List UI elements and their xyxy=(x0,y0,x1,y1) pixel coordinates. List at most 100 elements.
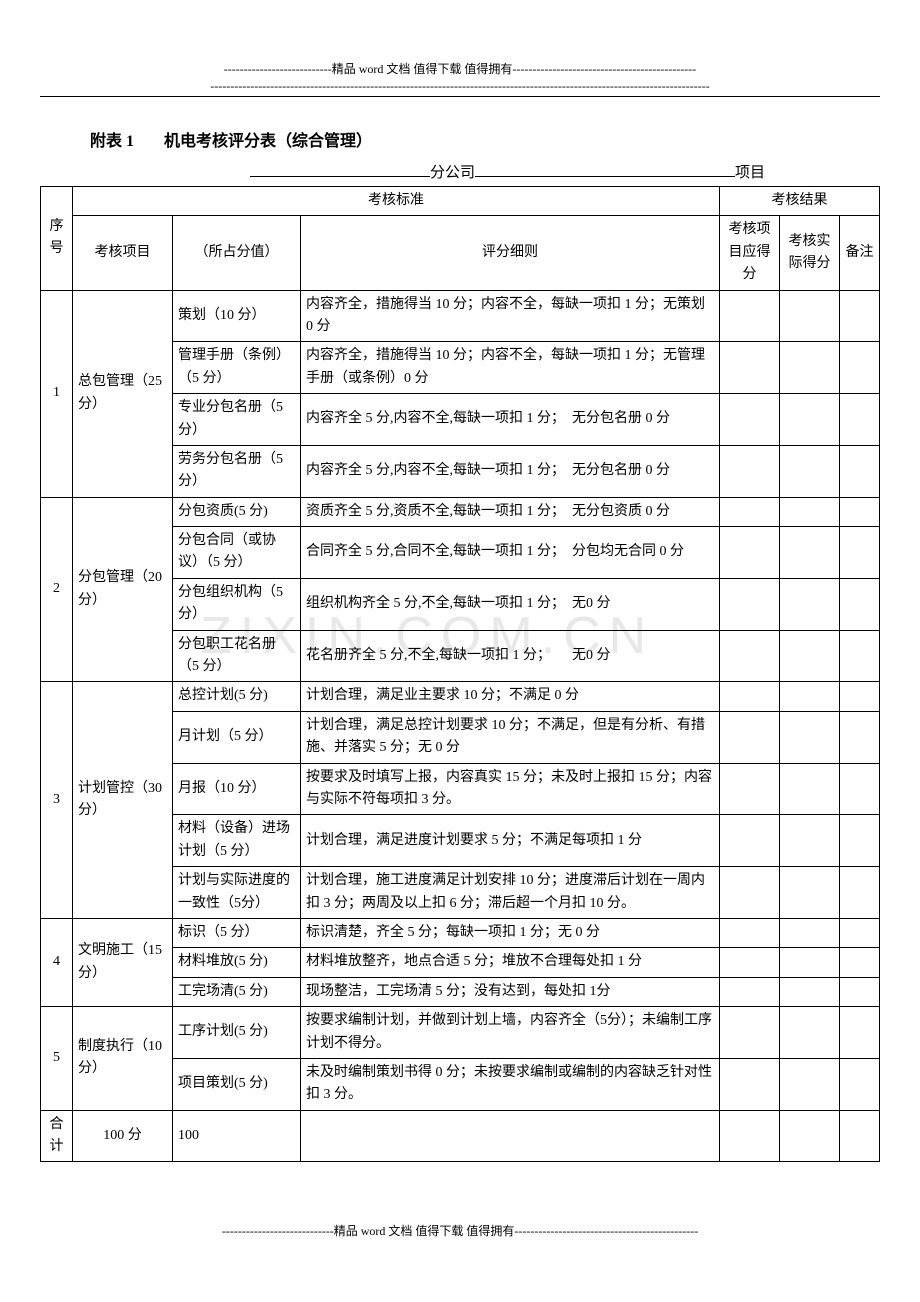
cell-actual xyxy=(779,394,839,446)
th-actual: 考核实际得分 xyxy=(779,216,839,290)
cell-remark xyxy=(839,867,879,919)
cell-rule: 合同齐全 5 分,合同不全,每缺一项扣 1 分； 分包均无合同 0 分 xyxy=(301,527,720,579)
cell-rule: 标识清楚，齐全 5 分；每缺一项扣 1 分；无 0 分 xyxy=(301,918,720,947)
cell-remark xyxy=(839,977,879,1006)
cell-should xyxy=(719,578,779,630)
cell-weight: 分包资质(5 分) xyxy=(173,497,301,526)
company-blank xyxy=(250,159,430,177)
cell-remark xyxy=(839,948,879,977)
cell-should xyxy=(719,682,779,711)
cell-should xyxy=(719,711,779,763)
cell-no: 5 xyxy=(41,1007,73,1111)
cell-rule: 计划合理，满足总控计划要求 10 分；不满足，但是有分析、有措施、并落实 5 分… xyxy=(301,711,720,763)
header-dashes: ----------------------------------------… xyxy=(40,79,880,94)
cell-rule: 按要求及时填写上报，内容真实 15 分；未及时上报扣 15 分；内容与实际不符每… xyxy=(301,763,720,815)
th-remark: 备注 xyxy=(839,216,879,290)
cell-should xyxy=(719,527,779,579)
cell-actual xyxy=(779,918,839,947)
total-actual xyxy=(779,1110,839,1162)
cell-weight: 管理手册（条例）（5 分） xyxy=(173,342,301,394)
header-row-1: 序号 考核标准 考核结果 xyxy=(41,187,880,216)
cell-should xyxy=(719,867,779,919)
total-should xyxy=(719,1110,779,1162)
cell-weight: 分包合同（或协议）（5 分） xyxy=(173,527,301,579)
header-divider xyxy=(40,96,880,97)
total-rule xyxy=(301,1110,720,1162)
th-weight: （所占分值） xyxy=(173,216,301,290)
th-result-group: 考核结果 xyxy=(719,187,879,216)
cell-weight: 月计划（5 分） xyxy=(173,711,301,763)
cell-rule: 资质齐全 5 分,资质不全,每缺一项扣 1 分； 无分包资质 0 分 xyxy=(301,497,720,526)
cell-item: 制度执行（10分） xyxy=(73,1007,173,1111)
cell-remark xyxy=(839,815,879,867)
cell-actual xyxy=(779,763,839,815)
cell-should xyxy=(719,918,779,947)
header-text: ---------------------------精品 word 文档 值得… xyxy=(40,60,880,77)
cell-should xyxy=(719,1058,779,1110)
cell-actual xyxy=(779,682,839,711)
cell-remark xyxy=(839,763,879,815)
cell-actual xyxy=(779,948,839,977)
cell-actual xyxy=(779,578,839,630)
total-remark xyxy=(839,1110,879,1162)
cell-actual xyxy=(779,630,839,682)
subtitle-row: 分公司 项目 xyxy=(40,159,880,182)
cell-remark xyxy=(839,290,879,342)
cell-weight: 专业分包名册（5 分） xyxy=(173,394,301,446)
cell-remark xyxy=(839,1058,879,1110)
total-item: 100 分 xyxy=(73,1110,173,1162)
cell-no: 2 xyxy=(41,497,73,682)
cell-should xyxy=(719,977,779,1006)
cell-weight: 工序计划(5 分) xyxy=(173,1007,301,1059)
cell-rule: 计划合理，满足业主要求 10 分；不满足 0 分 xyxy=(301,682,720,711)
cell-actual xyxy=(779,290,839,342)
cell-remark xyxy=(839,497,879,526)
cell-rule: 计划合理，满足进度计划要求 5 分；不满足每项扣 1 分 xyxy=(301,815,720,867)
cell-item: 计划管控（30 分） xyxy=(73,682,173,919)
cell-should xyxy=(719,815,779,867)
cell-rule: 内容齐全 5 分,内容不全,每缺一项扣 1 分； 无分包名册 0 分 xyxy=(301,445,720,497)
cell-rule: 现场整洁，工完场清 5 分；没有达到，每处扣 1分 xyxy=(301,977,720,1006)
company-label: 分公司 xyxy=(430,161,475,182)
total-row: 合计 100 分 100 xyxy=(41,1110,880,1162)
th-rule: 评分细则 xyxy=(301,216,720,290)
cell-weight: 工完场清(5 分) xyxy=(173,977,301,1006)
cell-weight: 分包组织机构（5 分） xyxy=(173,578,301,630)
cell-remark xyxy=(839,445,879,497)
cell-actual xyxy=(779,1058,839,1110)
footer-text: ----------------------------精品 word 文档 值… xyxy=(40,1222,880,1239)
cell-actual xyxy=(779,711,839,763)
cell-should xyxy=(719,948,779,977)
evaluation-table: 序号 考核标准 考核结果 考核项目 （所占分值） 评分细则 考核项目应得分 考核… xyxy=(40,186,880,1162)
cell-actual xyxy=(779,977,839,1006)
table-row: 2 分包管理（20 分） 分包资质(5 分) 资质齐全 5 分,资质不全,每缺一… xyxy=(41,497,880,526)
cell-rule: 内容齐全，措施得当 10 分；内容不全，每缺一项扣 1 分；无管理手册（或条例）… xyxy=(301,342,720,394)
th-should: 考核项目应得分 xyxy=(719,216,779,290)
cell-weight: 材料（设备）进场计划（5 分） xyxy=(173,815,301,867)
table-row: 4 文明施工（15 分） 标识（5 分） 标识清楚，齐全 5 分；每缺一项扣 1… xyxy=(41,918,880,947)
project-blank xyxy=(475,159,735,177)
cell-remark xyxy=(839,342,879,394)
cell-should xyxy=(719,630,779,682)
cell-item: 文明施工（15 分） xyxy=(73,918,173,1006)
title-main: 机电考核评分表（综合管理） xyxy=(164,127,372,151)
cell-should xyxy=(719,497,779,526)
cell-actual xyxy=(779,815,839,867)
cell-actual xyxy=(779,867,839,919)
title-row: 附表 1 机电考核评分表（综合管理） xyxy=(40,127,880,151)
table-row: 1 总包管理（25 分） 策划（10 分） 内容齐全，措施得当 10 分；内容不… xyxy=(41,290,880,342)
cell-no: 1 xyxy=(41,290,73,497)
cell-weight: 材料堆放(5 分) xyxy=(173,948,301,977)
cell-remark xyxy=(839,630,879,682)
cell-weight: 项目策划(5 分) xyxy=(173,1058,301,1110)
cell-remark xyxy=(839,918,879,947)
cell-rule: 材料堆放整齐，地点合适 5 分；堆放不合理每处扣 1 分 xyxy=(301,948,720,977)
cell-should xyxy=(719,1007,779,1059)
cell-remark xyxy=(839,711,879,763)
cell-should xyxy=(719,445,779,497)
cell-rule: 花名册齐全 5 分,不全,每缺一项扣 1 分； 无0 分 xyxy=(301,630,720,682)
cell-remark xyxy=(839,1007,879,1059)
cell-actual xyxy=(779,342,839,394)
cell-remark xyxy=(839,682,879,711)
cell-rule: 内容齐全 5 分,内容不全,每缺一项扣 1 分； 无分包名册 0 分 xyxy=(301,394,720,446)
